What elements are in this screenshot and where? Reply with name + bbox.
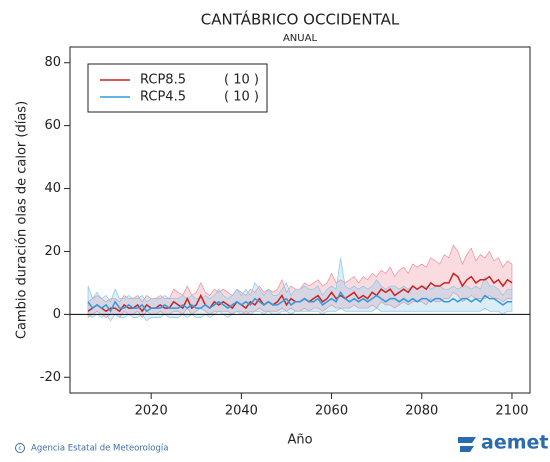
range-band [87,257,513,322]
y-tick-label: 40 [44,181,61,196]
legend-note: ( 10 ) [224,73,259,88]
x-tick-label: 2040 [225,404,258,419]
x-tick-label: 2100 [495,404,528,419]
y-tick-label: -20 [40,370,61,385]
y-tick-label: 80 [44,55,61,70]
chart-subtitle: ANUAL [283,33,317,44]
x-axis-label: Año [287,433,312,448]
plot-frame [69,46,531,394]
chart-title: CANTÁBRICO OCCIDENTAL [201,10,400,29]
legend-note: ( 10 ) [224,90,259,105]
legend-box [87,63,268,113]
legend-label: RCP8.5 [140,73,186,88]
y-tick-label: 20 [44,244,61,259]
x-tick-label: 2080 [405,404,438,419]
y-axis-label: Cambio duración olas de calor (días) [15,101,30,339]
logo-text: aemet [481,432,548,454]
logo-icon [458,437,476,452]
copyright-mark: c [18,445,21,452]
legend-label: RCP4.5 [140,90,186,105]
y-tick-label: 60 [44,118,61,133]
source-text: Agencia Estatal de Meteorología [31,444,168,454]
series-line [87,290,512,313]
x-tick-label: 2020 [135,404,168,419]
source: c Agencia Estatal de Meteorología [15,443,168,454]
copyright-icon [15,443,25,453]
logo: aemet [458,432,548,454]
y-tick-label: 0 [53,307,61,322]
x-tick-label: 2060 [315,404,348,419]
